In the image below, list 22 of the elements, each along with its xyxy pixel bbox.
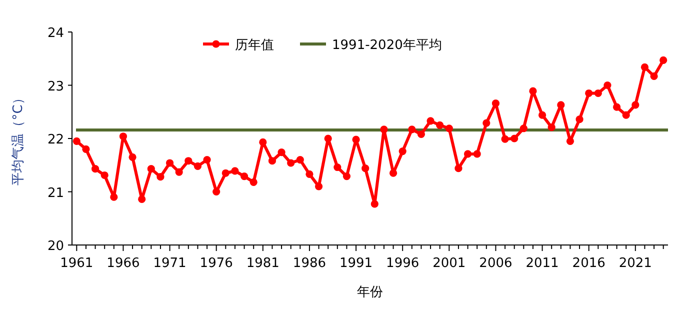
y-tick-label: 21	[47, 186, 64, 201]
x-tick-label: 2021	[618, 256, 652, 271]
x-tick-label: 1966	[106, 256, 140, 271]
y-tick-label: 23	[47, 79, 64, 94]
x-tick-label: 2016	[572, 256, 606, 271]
y-axis-title: 平均气温（°C）	[11, 92, 26, 186]
y-tick-label: 20	[47, 239, 64, 254]
x-tick-label: 1991	[339, 256, 373, 271]
x-tick-label: 1976	[200, 256, 233, 271]
x-tick-label: 1986	[292, 256, 326, 271]
x-axis-title: 年份	[357, 285, 383, 300]
x-tick-label: 1996	[386, 256, 420, 271]
y-tick-label: 24	[47, 26, 64, 41]
legend-label: 1991-2020年平均	[332, 38, 442, 53]
legend-label: 历年值	[235, 38, 274, 53]
x-tick-label: 2006	[479, 256, 512, 271]
x-tick-label: 1981	[246, 256, 280, 271]
y-tick-label: 22	[47, 132, 64, 148]
x-tick-label: 2011	[526, 256, 559, 271]
x-tick-label: 2001	[432, 256, 466, 271]
x-tick-label: 1961	[60, 256, 94, 271]
x-tick-label: 1971	[153, 256, 186, 271]
